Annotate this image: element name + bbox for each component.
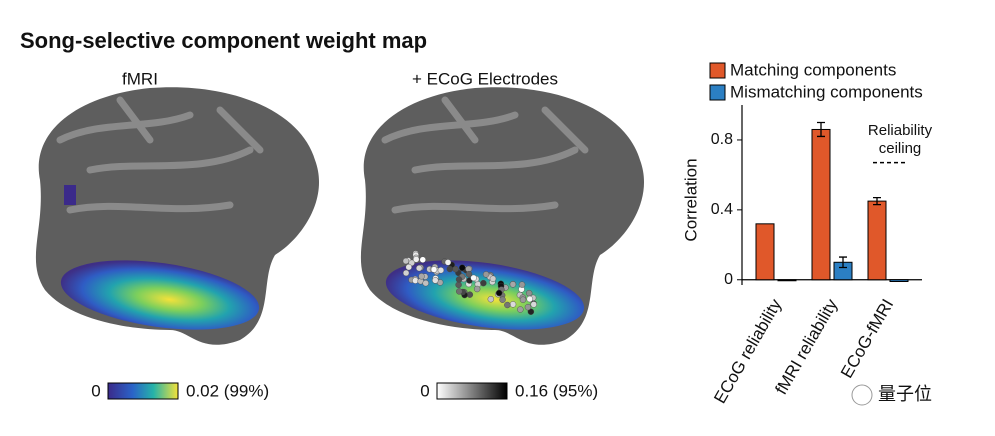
electrode	[444, 259, 452, 266]
electrode	[465, 270, 473, 278]
electrode	[402, 269, 410, 277]
y-tick-label: 0.8	[711, 131, 733, 148]
error-bar	[817, 121, 825, 138]
electrode	[419, 256, 426, 263]
electrode	[412, 256, 420, 263]
legend-label: Matching components	[730, 60, 896, 79]
electrode	[526, 295, 533, 303]
electrode	[452, 265, 459, 273]
electrode	[495, 289, 503, 297]
legend-swatch	[709, 62, 726, 79]
electrode	[456, 288, 463, 295]
electrode	[422, 279, 429, 287]
electrode	[530, 301, 537, 308]
colorbar-label: 0	[420, 381, 429, 400]
legend-swatch	[709, 84, 726, 101]
electrode	[430, 266, 438, 273]
electrode	[432, 277, 439, 284]
bar	[811, 128, 831, 281]
electrode	[518, 281, 526, 288]
electrode	[412, 277, 419, 284]
electrode	[489, 275, 497, 282]
bar	[889, 279, 909, 283]
figure-title: Song-selective component weight map	[20, 28, 427, 53]
ceiling-label: Reliability ceiling	[867, 122, 933, 157]
legend-label: Mismatching components	[730, 82, 923, 101]
y-axis-label: Correlation	[681, 158, 700, 241]
electrode	[415, 264, 423, 272]
electrode	[487, 295, 495, 303]
electrode	[459, 264, 466, 271]
electrode	[525, 289, 533, 297]
colorbar-label: 0.16 (95%)	[515, 381, 598, 400]
electrode	[527, 308, 535, 315]
watermark-icon	[851, 384, 873, 406]
error-bar	[873, 196, 881, 206]
electrode	[480, 279, 487, 287]
electrode	[504, 301, 511, 309]
colorbar	[436, 382, 508, 400]
electrode	[473, 285, 481, 293]
colorbar	[107, 382, 179, 400]
electrode	[446, 265, 454, 273]
colorbar-label: 0	[91, 381, 100, 400]
bar	[777, 279, 797, 282]
panel-label: + ECoG Electrodes	[412, 69, 558, 88]
electrode	[509, 281, 517, 288]
x-tick-label: ECoG-fMRI	[837, 296, 897, 382]
electrode	[405, 263, 412, 271]
panel-label: fMRI	[122, 69, 158, 88]
electrode	[509, 301, 517, 308]
error-bar	[839, 256, 847, 269]
electrode	[455, 281, 462, 289]
electrode	[402, 257, 410, 265]
electrode	[517, 306, 524, 313]
electrode	[455, 276, 463, 283]
electrode	[519, 296, 527, 303]
electrode	[418, 273, 425, 280]
electrode	[482, 271, 490, 278]
electrode	[499, 296, 506, 303]
brain-ecog	[360, 87, 645, 345]
bar	[867, 200, 887, 281]
watermark: 量子位	[878, 384, 932, 404]
brain-fmri	[35, 87, 320, 345]
electrode	[470, 274, 477, 282]
electrode	[524, 303, 532, 311]
y-tick-label: 0	[724, 271, 733, 288]
y-tick-label: 0.4	[711, 201, 733, 218]
bar	[755, 223, 775, 281]
colorbar-label: 0.02 (99%)	[186, 381, 269, 400]
electrode	[437, 267, 445, 274]
